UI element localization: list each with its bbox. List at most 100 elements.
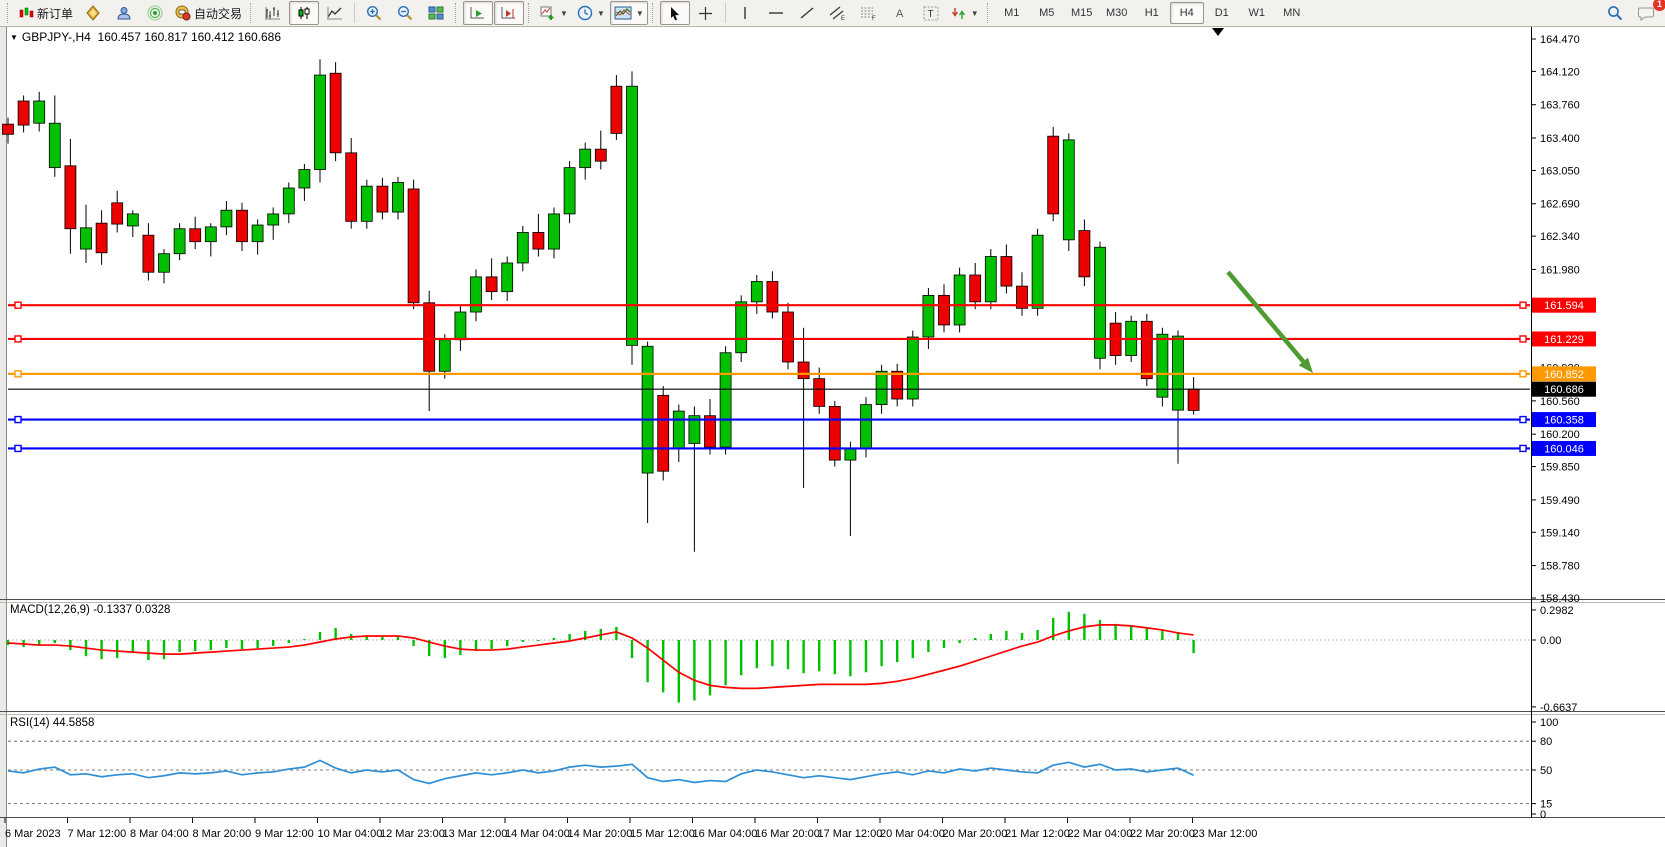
- line-handle[interactable]: [1519, 415, 1527, 424]
- timeframe-button-h1[interactable]: H1: [1144, 7, 1159, 19]
- chart-shift-button[interactable]: [494, 1, 525, 25]
- candle-body[interactable]: [329, 72, 342, 154]
- collapse-triangle-icon[interactable]: ▼: [10, 33, 18, 42]
- candle-body[interactable]: [626, 85, 638, 346]
- timeframe-button-m5[interactable]: M5: [1039, 7, 1055, 19]
- line-handle[interactable]: [14, 335, 22, 343]
- signal-button[interactable]: [140, 1, 170, 25]
- candle-body[interactable]: [454, 311, 467, 341]
- candle-body[interactable]: [360, 185, 373, 222]
- candle-body[interactable]: [548, 213, 560, 250]
- candlestick-chart-button[interactable]: [289, 1, 320, 25]
- line-handle[interactable]: [1519, 335, 1527, 343]
- candle-body[interactable]: [750, 281, 763, 303]
- candle-body[interactable]: [173, 228, 186, 255]
- candle-body[interactable]: [126, 213, 139, 227]
- search-button[interactable]: [1600, 1, 1630, 25]
- candle-body[interactable]: [2, 123, 14, 135]
- candle-body[interactable]: [532, 232, 545, 250]
- candle-body[interactable]: [236, 209, 248, 243]
- candle-body[interactable]: [688, 415, 701, 444]
- candle-body[interactable]: [782, 311, 794, 363]
- down-arrow-head[interactable]: [1298, 357, 1313, 373]
- candle-body[interactable]: [48, 122, 61, 169]
- candle-body[interactable]: [204, 226, 217, 243]
- toolbar-grip[interactable]: [528, 3, 532, 23]
- zoom-in-button[interactable]: [359, 1, 389, 25]
- candle-body[interactable]: [1187, 388, 1200, 411]
- candle-body[interactable]: [142, 234, 155, 273]
- horizontal-line-button[interactable]: [761, 1, 791, 25]
- candle-body[interactable]: [1078, 230, 1091, 278]
- line-handle[interactable]: [14, 370, 22, 378]
- auto-trading-button[interactable]: 自动交易: [171, 1, 246, 25]
- candle-body[interactable]: [1094, 246, 1106, 359]
- tile-windows-button[interactable]: [421, 1, 451, 25]
- line-handle[interactable]: [14, 301, 22, 309]
- candle-body[interactable]: [984, 256, 997, 303]
- candle-body[interactable]: [906, 336, 919, 400]
- candle-body[interactable]: [657, 394, 670, 472]
- candle-body[interactable]: [158, 253, 170, 273]
- vertical-line-button[interactable]: [730, 1, 760, 25]
- toolbar-grip[interactable]: [455, 3, 459, 23]
- candle-body[interactable]: [1031, 234, 1044, 309]
- crosshair-button[interactable]: [691, 1, 721, 25]
- candle-body[interactable]: [251, 224, 264, 243]
- candle-body[interactable]: [392, 182, 404, 213]
- timeframe-button-w1[interactable]: W1: [1248, 7, 1265, 19]
- periods-button[interactable]: ▼: [573, 1, 609, 25]
- timeframe-button-d1[interactable]: D1: [1214, 7, 1229, 19]
- candle-body[interactable]: [938, 294, 950, 326]
- down-arrow-annotation[interactable]: [1226, 270, 1306, 363]
- candle-body[interactable]: [579, 148, 592, 169]
- candle-body[interactable]: [1047, 135, 1060, 215]
- candle-body[interactable]: [860, 404, 872, 449]
- candle-body[interactable]: [267, 213, 280, 226]
- toolbar-grip[interactable]: [7, 3, 11, 23]
- candle-body[interactable]: [282, 187, 295, 215]
- channel-button[interactable]: E: [823, 1, 853, 25]
- candle-body[interactable]: [813, 378, 826, 407]
- bar-chart-button[interactable]: [258, 1, 288, 25]
- candle-body[interactable]: [111, 202, 124, 225]
- timeframe-button-mn[interactable]: MN: [1283, 7, 1301, 19]
- line-handle[interactable]: [1519, 444, 1527, 453]
- notifications-button[interactable]: 1: [1631, 0, 1665, 25]
- shift-marker-triangle[interactable]: [1212, 28, 1224, 36]
- candle-body[interactable]: [797, 361, 810, 380]
- candle-body[interactable]: [969, 274, 982, 303]
- line-handle[interactable]: [14, 444, 22, 453]
- candle-body[interactable]: [345, 152, 358, 222]
- candle-body[interactable]: [875, 370, 888, 405]
- candle-body[interactable]: [33, 100, 46, 124]
- candle-body[interactable]: [438, 339, 451, 372]
- trendline-button[interactable]: [792, 1, 822, 25]
- candle-body[interactable]: [17, 100, 30, 126]
- candle-body[interactable]: [189, 228, 202, 243]
- candle-body[interactable]: [298, 169, 311, 189]
- candle-body[interactable]: [828, 406, 841, 461]
- line-handle[interactable]: [1519, 370, 1527, 378]
- candle-body[interactable]: [672, 410, 685, 449]
- candle-body[interactable]: [516, 232, 529, 264]
- candle-body[interactable]: [407, 188, 420, 304]
- candle-body[interactable]: [95, 222, 108, 254]
- timeframe-button-h4[interactable]: H4: [1169, 2, 1204, 24]
- line-handle[interactable]: [14, 415, 22, 424]
- candle-body[interactable]: [1000, 256, 1013, 287]
- candle-body[interactable]: [314, 74, 326, 170]
- candle-body[interactable]: [641, 345, 654, 474]
- cursor-button[interactable]: [659, 1, 690, 25]
- candle-body[interactable]: [423, 302, 436, 372]
- profile-button[interactable]: [109, 1, 139, 25]
- candle-body[interactable]: [485, 276, 498, 293]
- text-label-button[interactable]: T: [916, 1, 946, 25]
- timeframe-button-m1[interactable]: M1: [1004, 7, 1020, 19]
- candle-body[interactable]: [1156, 333, 1169, 398]
- templates-button[interactable]: ▼: [609, 1, 648, 25]
- zoom-out-button[interactable]: [390, 1, 420, 25]
- text-button[interactable]: A: [885, 1, 915, 25]
- timeframe-button-m15[interactable]: M15: [1071, 7, 1093, 19]
